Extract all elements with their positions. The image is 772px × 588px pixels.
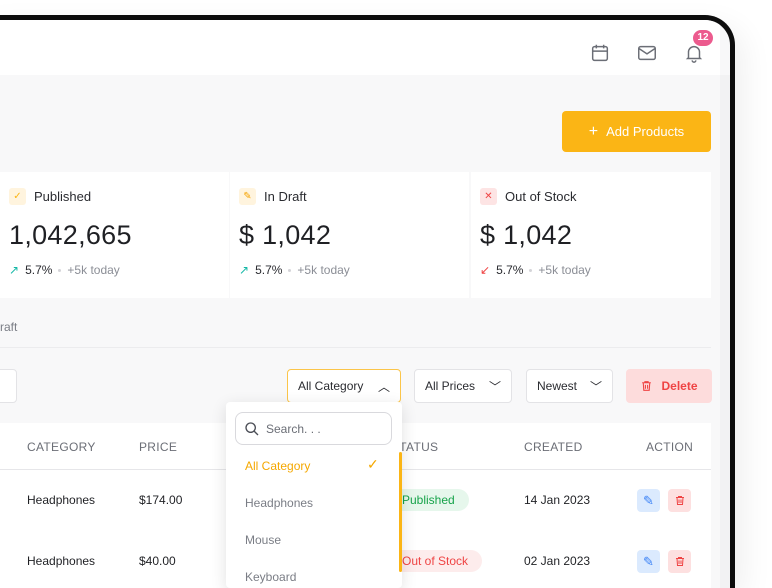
device-frame: 12 + Add Products ✓ Published 1,042,665 … — [0, 15, 735, 588]
tab-draft[interactable]: raft — [0, 320, 18, 334]
delete-row-button[interactable] — [668, 550, 691, 573]
trash-icon — [675, 496, 684, 505]
chevron-up-icon: ︿ — [377, 379, 390, 394]
x-icon: ✕ — [480, 188, 497, 205]
pencil-icon: ✎ — [643, 553, 654, 569]
status-badge: Published — [388, 489, 469, 511]
trash-icon — [642, 381, 652, 391]
trash-icon — [675, 557, 684, 566]
category-select[interactable]: All Category ︿ — [287, 369, 401, 403]
edit-button[interactable]: ✎ — [637, 550, 660, 573]
option-all-category[interactable]: All Category — [245, 459, 311, 473]
pencil-icon: ✎ — [643, 492, 654, 508]
dropdown-search-input[interactable]: Search. . . — [235, 412, 392, 445]
edit-button[interactable]: ✎ — [637, 489, 660, 512]
arrow-up-icon: ↗ — [239, 263, 250, 277]
search-field[interactable] — [0, 369, 17, 403]
tab-divider — [0, 347, 711, 348]
stat-card-out-of-stock: ✕ Out of Stock $ 1,042 ↙ 5.7% +5k today — [471, 172, 711, 298]
category-dropdown: Search. . . All Category ✓ Headphones Mo… — [226, 402, 402, 588]
check-icon: ✓ — [367, 456, 379, 472]
sort-select[interactable]: Newest ﹀ — [526, 369, 613, 403]
prices-select[interactable]: All Prices ﹀ — [414, 369, 512, 403]
chevron-down-icon: ﹀ — [488, 379, 501, 394]
status-badge: Out of Stock — [388, 550, 483, 572]
option-mouse[interactable]: Mouse — [245, 533, 282, 547]
delete-row-button[interactable] — [668, 489, 691, 512]
arrow-up-icon: ↗ — [9, 263, 20, 277]
delete-button[interactable]: Delete — [626, 369, 712, 403]
notification-badge: 12 — [693, 30, 713, 46]
scrollbar-track[interactable] — [720, 75, 730, 588]
stat-card-draft: ✎ In Draft $ 1,042 ↗ 5.7% +5k today — [230, 172, 469, 298]
calendar-icon[interactable] — [589, 42, 611, 64]
top-header: 12 — [0, 20, 720, 75]
add-products-button[interactable]: + Add Products — [562, 111, 711, 152]
search-icon — [245, 421, 259, 435]
mail-icon[interactable] — [636, 42, 658, 64]
option-headphones[interactable]: Headphones — [245, 496, 314, 510]
stat-card-published: ✓ Published 1,042,665 ↗ 5.7% +5k today — [0, 172, 229, 298]
option-keyboard[interactable]: Keyboard — [245, 570, 297, 584]
bell-icon[interactable] — [683, 42, 705, 64]
chevron-down-icon: ﹀ — [589, 379, 602, 394]
plus-icon: + — [588, 122, 599, 140]
pencil-icon: ✎ — [239, 188, 256, 205]
dropdown-scrollbar[interactable] — [399, 452, 402, 572]
check-icon: ✓ — [9, 188, 26, 205]
arrow-down-icon: ↙ — [480, 263, 491, 277]
